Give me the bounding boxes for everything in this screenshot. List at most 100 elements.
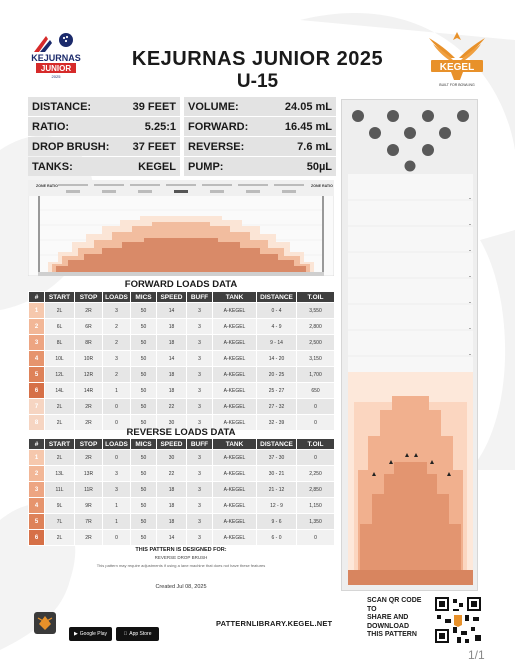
forward-row: 1 2L 2R 3 50 14 3 A-KEGEL 0 - 4 3,550: [28, 302, 335, 319]
forward-cell: 2: [102, 334, 131, 351]
reverse-cell: 11L: [44, 481, 75, 498]
reverse-row-number: 4: [28, 497, 45, 514]
forward-header-row: # START STOP LOADS MICS SPEED BUFF TANK DISTANCE…: [28, 291, 335, 303]
svg-text:JUNIOR: JUNIOR: [41, 64, 71, 73]
kegel-logo: KEGEL BUILT FOR BOWLING: [429, 32, 485, 87]
forward-cell: 50: [130, 350, 157, 367]
forward-cell: 3: [186, 318, 213, 335]
reverse-cell: 1,150: [296, 497, 335, 514]
forward-cell: 2R: [74, 398, 103, 415]
forward-cell: 8R: [74, 334, 103, 351]
reverse-row-number: 1: [28, 449, 45, 466]
reverse-cell: A-KEGEL: [212, 449, 257, 466]
forward-cell: A-KEGEL: [212, 334, 257, 351]
reverse-cell: 7L: [44, 513, 75, 530]
forward-cell: 0: [102, 398, 131, 415]
forward-cell: 8L: [44, 334, 75, 351]
forward-cell: 2R: [74, 414, 103, 431]
reverse-cell: 9L: [44, 497, 75, 514]
forward-cell: 6R: [74, 318, 103, 335]
forward-cell: 14: [156, 302, 187, 319]
forward-row: 2 6L 6R 2 50 18 3 A-KEGEL 4 - 9 2,800: [28, 318, 335, 335]
forward-row-number: 7: [28, 398, 45, 415]
reverse-cell: 13R: [74, 465, 103, 482]
forward-cell: 18: [156, 334, 187, 351]
forward-cell: 50: [130, 414, 157, 431]
forward-cell: 14: [156, 350, 187, 367]
forward-cell: 6L: [44, 318, 75, 335]
reverse-cell: 0: [296, 449, 335, 466]
forward-cell: 3: [186, 350, 213, 367]
google-play-button[interactable]: ▶ Google Play: [69, 627, 112, 641]
forward-cell: 22: [156, 398, 187, 415]
forward-cell: A-KEGEL: [212, 366, 257, 383]
svg-text:KEJURNAS: KEJURNAS: [31, 53, 81, 63]
reverse-cell: 0: [102, 449, 131, 466]
app-store-button[interactable]: App Store: [116, 627, 159, 641]
forward-cell: 2L: [44, 398, 75, 415]
reverse-cell: 2,250: [296, 465, 335, 482]
reverse-row: 5 7L 7R 1 50 18 3 A-KEGEL 9 - 6 1,350: [28, 513, 335, 530]
reverse-cell: 6 - 0: [256, 529, 297, 546]
svg-text:2025: 2025: [52, 74, 62, 79]
forward-cell: A-KEGEL: [212, 398, 257, 415]
forward-cell: A-KEGEL: [212, 382, 257, 399]
forward-loads-title: FORWARD LOADS DATA: [124, 279, 238, 290]
spec-forward: FORWARD: 16.45 mL: [184, 117, 336, 136]
reverse-row: 2 13L 13R 3 50 22 3 A-KEGEL 30 - 21 2,250: [28, 465, 335, 482]
forward-row: 6 14L 14R 1 50 18 3 A-KEGEL 25 - 27 650: [28, 382, 335, 399]
page-subtitle: U-15: [236, 71, 279, 92]
reverse-row-number: 6: [28, 529, 45, 546]
reverse-header-row: # START STOP LOADS MICS SPEED BUFF TANK DISTANCE…: [28, 438, 335, 450]
reverse-cell: 50: [130, 449, 157, 466]
zone-ratio-label-left: ZONE RATIO: [36, 184, 58, 188]
website-link[interactable]: PATTERNLIBRARY.KEGEL.NET: [216, 619, 333, 628]
forward-cell: 50: [130, 334, 157, 351]
reverse-cell: 3: [186, 513, 213, 530]
forward-cell: 0 - 4: [256, 302, 297, 319]
reverse-cell: 50: [130, 529, 157, 546]
kegel-app-icon[interactable]: [34, 612, 56, 634]
created-date: Created Jul 08, 2025: [155, 584, 207, 590]
qr-code[interactable]: [433, 595, 483, 645]
scan-qr-instructions: SCAN QR CODE TO SHARE AND DOWNLOAD THIS …: [367, 597, 422, 638]
forward-cell: 18: [156, 382, 187, 399]
forward-cell: 20 - 25: [256, 366, 297, 383]
reverse-cell: A-KEGEL: [212, 497, 257, 514]
forward-cell: 3: [186, 334, 213, 351]
reverse-cell: 2L: [44, 449, 75, 466]
svg-text:BUILT FOR BOWLING: BUILT FOR BOWLING: [439, 83, 475, 87]
reverse-cell: 9 - 6: [256, 513, 297, 530]
forward-cell: 4 - 9: [256, 318, 297, 335]
reverse-cell: A-KEGEL: [212, 465, 257, 482]
forward-cell: 3,150: [296, 350, 335, 367]
spec-distance: DISTANCE: 39 FEET: [28, 97, 180, 116]
reverse-cell: 3: [102, 465, 131, 482]
forward-cell: 3: [186, 398, 213, 415]
forward-cell: A-KEGEL: [212, 302, 257, 319]
forward-cell: 2L: [44, 302, 75, 319]
forward-cell: 3: [186, 382, 213, 399]
spec-grid: DISTANCE: 39 FEET VOLUME: 24.05 mL RATIO: 5…: [28, 97, 336, 177]
reverse-cell: 3: [186, 529, 213, 546]
designed-for-value: REVERSE DROP BRUSH: [154, 555, 208, 560]
forward-row: 7 2L 2R 0 50 22 3 A-KEGEL 27 - 32 0: [28, 398, 335, 415]
reverse-cell: 1: [102, 497, 131, 514]
forward-row-number: 4: [28, 350, 45, 367]
lane-panel: [341, 99, 478, 591]
forward-cell: 3,550: [296, 302, 335, 319]
reverse-cell: 50: [130, 497, 157, 514]
reverse-cell: 22: [156, 465, 187, 482]
reverse-row: 1 2L 2R 0 50 30 3 A-KEGEL 37 - 30 0: [28, 449, 335, 466]
play-icon: ▶: [73, 631, 78, 637]
reverse-cell: A-KEGEL: [212, 481, 257, 498]
forward-cell: 18: [156, 366, 187, 383]
forward-cell: 2,800: [296, 318, 335, 335]
forward-cell: 50: [130, 318, 157, 335]
spec-reverse: REVERSE: 7.6 mL: [184, 137, 336, 156]
forward-cell: 9 - 14: [256, 334, 297, 351]
reverse-cell: 18: [156, 513, 187, 530]
reverse-cell: 18: [156, 481, 187, 498]
